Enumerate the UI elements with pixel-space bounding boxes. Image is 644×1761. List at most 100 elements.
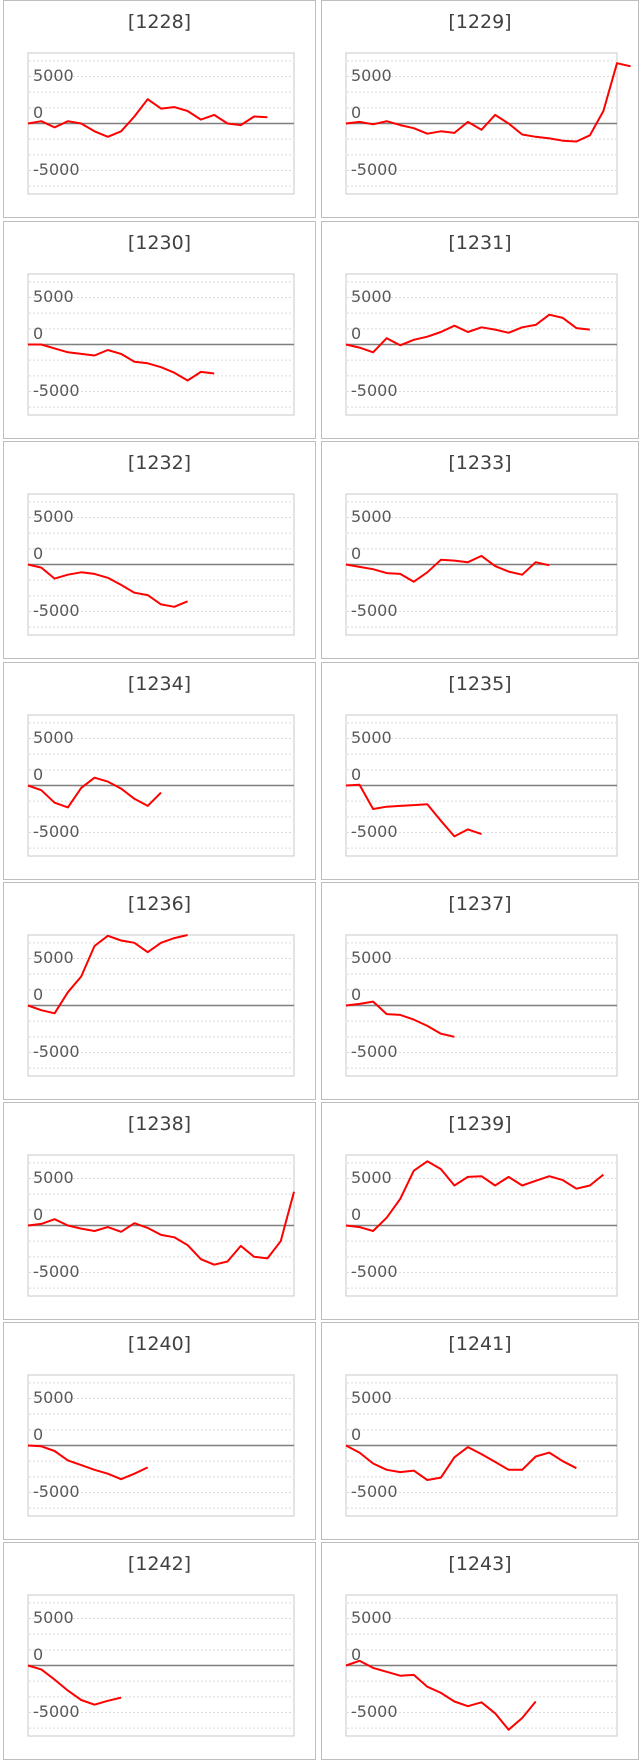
chart-panel: [1239] 5000 0 -5000	[321, 1102, 639, 1320]
chart-svg: 5000 0 -5000	[345, 714, 618, 857]
chart-title: [1233]	[448, 452, 512, 474]
series-line	[27, 1444, 149, 1481]
series-line	[345, 1444, 577, 1481]
y-tick-label: 5000	[351, 287, 392, 306]
y-tick-label: 5000	[351, 948, 392, 967]
chart-panel: [1234] 5000 0 -5000	[3, 662, 316, 880]
chart-svg: 5000 0 -5000	[27, 1594, 295, 1737]
y-tick-label: -5000	[33, 1042, 80, 1061]
chart-panel: [1243] 5000 0 -5000	[321, 1542, 639, 1760]
chart-panel: [1229] 5000 0 -5000	[321, 0, 639, 218]
y-tick-label: 0	[33, 1205, 43, 1224]
y-tick-label: 0	[33, 765, 43, 784]
y-tick-label: 5000	[33, 948, 74, 967]
y-tick-label: 5000	[33, 66, 74, 85]
y-tick-label: 5000	[351, 1608, 392, 1627]
series-line	[345, 1160, 605, 1232]
chart-panel: [1235] 5000 0 -5000	[321, 662, 639, 880]
chart-panel: [1236] 5000 0 -5000	[3, 882, 316, 1100]
chart-title: [1241]	[448, 1333, 512, 1355]
y-tick-label: 5000	[351, 1168, 392, 1187]
chart-title: [1234]	[127, 673, 192, 695]
series-line	[345, 1000, 455, 1038]
chart-title: [1232]	[127, 452, 192, 474]
chart-svg: 5000 0 -5000	[27, 273, 295, 416]
series-line	[27, 776, 162, 809]
y-tick-label: -5000	[351, 1482, 398, 1501]
chart-title: [1239]	[448, 1113, 512, 1135]
chart-svg: 5000 0 -5000	[345, 1154, 618, 1297]
y-tick-label: -5000	[351, 822, 398, 841]
series-line	[27, 98, 268, 138]
y-tick-label: -5000	[351, 160, 398, 179]
y-tick-label: 0	[33, 1645, 43, 1664]
y-tick-label: 5000	[33, 287, 74, 306]
y-tick-label: 5000	[351, 1388, 392, 1407]
y-tick-label: -5000	[33, 381, 80, 400]
chart-svg: 5000 0 -5000	[345, 273, 618, 416]
y-tick-label: -5000	[33, 160, 80, 179]
chart-panel: [1231] 5000 0 -5000	[321, 221, 639, 439]
chart-panel: [1230] 5000 0 -5000	[3, 221, 316, 439]
y-tick-label: -5000	[33, 822, 80, 841]
chart-panel: [1228] 5000 0 -5000	[3, 0, 316, 218]
series-line	[28, 343, 215, 382]
y-tick-label: 0	[351, 544, 361, 563]
chart-svg: 5000 0 -5000	[345, 493, 618, 636]
chart-panel: [1232] 5000 0 -5000	[3, 441, 316, 659]
y-tick-label: 0	[33, 544, 43, 563]
chart-svg: 5000 0 -5000	[27, 1154, 295, 1297]
chart-title: [1228]	[127, 11, 192, 33]
chart-title: [1242]	[127, 1553, 192, 1575]
chart-title: [1229]	[448, 11, 512, 33]
chart-title: [1238]	[127, 1113, 192, 1135]
chart-svg: 5000 0 -5000	[345, 1594, 618, 1737]
chart-title: [1235]	[448, 673, 512, 695]
y-tick-label: 5000	[33, 728, 74, 747]
chart-svg: 5000 0 -5000	[27, 52, 295, 195]
chart-svg: 5000 0 -5000	[345, 934, 618, 1077]
y-tick-label: 5000	[33, 1388, 74, 1407]
y-tick-label: 0	[351, 324, 361, 343]
chart-title: [1237]	[448, 893, 512, 915]
y-tick-label: 5000	[351, 728, 392, 747]
series-line	[345, 62, 631, 143]
chart-panel: [1233] 5000 0 -5000	[321, 441, 639, 659]
series-line	[345, 554, 550, 583]
series-line	[345, 1659, 537, 1731]
y-tick-label: 0	[33, 985, 43, 1004]
y-tick-label: 0	[351, 765, 361, 784]
y-tick-label: 0	[351, 103, 361, 122]
series-line	[27, 1191, 295, 1266]
chart-svg: 5000 0 -5000	[345, 52, 631, 195]
chart-svg: 5000 0 -5000	[27, 934, 295, 1077]
y-tick-label: 5000	[33, 1608, 74, 1627]
chart-panel: [1242] 5000 0 -5000	[3, 1542, 316, 1760]
y-tick-label: -5000	[33, 601, 80, 620]
y-tick-label: 0	[351, 1425, 361, 1444]
series-line	[27, 563, 188, 608]
series-line	[27, 1664, 122, 1706]
chart-svg: 5000 0 -5000	[27, 714, 295, 857]
chart-title: [1243]	[448, 1553, 512, 1575]
y-tick-label: 0	[33, 1425, 43, 1444]
y-tick-label: -5000	[351, 601, 398, 620]
y-tick-label: -5000	[351, 1262, 398, 1281]
chart-panel: [1241] 5000 0 -5000	[321, 1322, 639, 1540]
y-tick-label: -5000	[33, 1482, 80, 1501]
chart-title: [1240]	[127, 1333, 192, 1355]
y-tick-label: 0	[351, 1645, 361, 1664]
y-tick-label: -5000	[351, 1042, 398, 1061]
chart-svg: 5000 0 -5000	[27, 1374, 295, 1517]
chart-title: [1236]	[127, 893, 192, 915]
chart-svg: 5000 0 -5000	[345, 1374, 618, 1517]
y-tick-label: 5000	[33, 507, 74, 526]
y-tick-label: -5000	[351, 1702, 398, 1721]
y-tick-label: -5000	[33, 1262, 80, 1281]
y-tick-label: 0	[33, 324, 43, 343]
y-tick-label: -5000	[351, 381, 398, 400]
series-line	[27, 934, 188, 1015]
chart-panel: [1238] 5000 0 -5000	[3, 1102, 316, 1320]
y-tick-label: 0	[33, 103, 43, 122]
